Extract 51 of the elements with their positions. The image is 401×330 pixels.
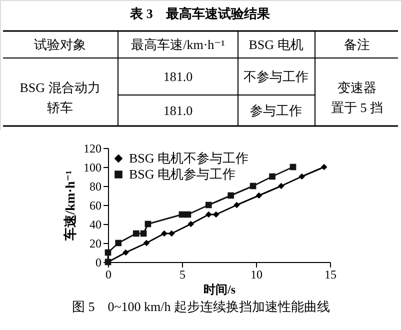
x-tick-label: 5	[180, 268, 186, 282]
point	[184, 211, 192, 218]
point	[298, 173, 306, 180]
point	[104, 249, 112, 256]
point	[168, 230, 175, 237]
text: 参与工作	[250, 103, 302, 118]
y-tick-label: 100	[84, 160, 102, 174]
y-tick-label: 40	[90, 218, 102, 232]
point	[143, 240, 150, 246]
text: BSG 混合动力轿车	[20, 80, 100, 115]
point	[278, 182, 284, 190]
point	[290, 164, 296, 170]
text: 试验对象	[34, 37, 86, 52]
text: 最高车速/km·h⁻¹	[131, 37, 226, 52]
point	[178, 211, 186, 218]
point	[205, 202, 212, 208]
point	[144, 220, 152, 228]
text: 备注	[344, 37, 370, 52]
point	[140, 230, 147, 237]
point	[132, 230, 140, 237]
x-tick-label: 15	[324, 268, 336, 282]
legend-label: BSG 电机不参与工作	[129, 150, 249, 166]
text: 变速器置于 5 挡	[331, 80, 383, 115]
text: BSG 电机	[248, 37, 304, 52]
point	[115, 240, 122, 246]
point	[250, 182, 256, 190]
legend-label: BSG 电机参与工作	[129, 166, 236, 182]
text: 不参与工作	[244, 69, 308, 84]
point	[234, 202, 240, 208]
x-axis-title: 时间/s	[203, 282, 236, 296]
text: 181.0	[163, 69, 193, 84]
y-tick-label: 80	[90, 180, 102, 194]
point	[320, 164, 328, 170]
point	[122, 249, 129, 256]
y-tick-label: 120	[84, 142, 102, 156]
point	[256, 192, 262, 199]
x-tick-label: 10	[250, 268, 262, 282]
y-tick-label: 0	[96, 256, 102, 270]
y-tick-label: 20	[90, 236, 102, 250]
point	[188, 220, 194, 228]
point	[161, 230, 168, 237]
text: 表 3 最高车速试验结果	[129, 6, 271, 21]
y-axis-title: 车速/km·h⁻¹	[62, 170, 78, 242]
point	[269, 173, 276, 180]
text: 181.0	[163, 103, 193, 118]
point	[228, 192, 234, 199]
point	[205, 211, 212, 218]
point	[212, 211, 220, 218]
text: 图 5 0~100 km/h 起步连续换挡加速性能曲线	[72, 299, 330, 314]
y-tick-label: 60	[90, 198, 102, 212]
x-tick-label: 0	[106, 268, 112, 282]
